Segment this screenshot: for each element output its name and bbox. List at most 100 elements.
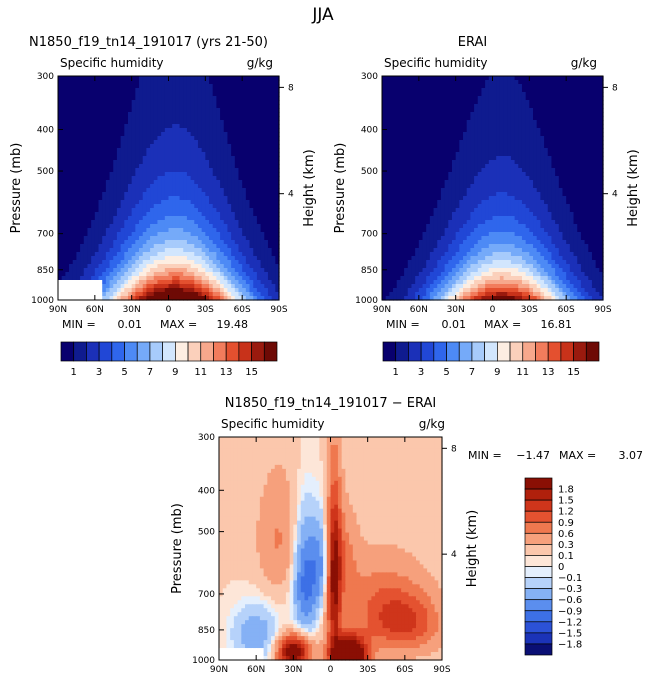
colorbar-label: 5 xyxy=(443,367,449,378)
colorbar-box xyxy=(60,341,75,362)
height-tick-label: 8 xyxy=(612,83,618,93)
min-value: 0.01 xyxy=(118,318,143,331)
y-axis-label: Pressure (mb) xyxy=(170,503,185,594)
colorbar-box xyxy=(524,577,553,589)
x-tick-label: 90N xyxy=(210,665,228,675)
colorbar-box xyxy=(111,341,125,362)
colorbar-box xyxy=(86,341,100,362)
colorbar-label: 5 xyxy=(121,367,127,378)
x-tick-label: 90S xyxy=(270,305,287,315)
x-tick-label: 0 xyxy=(328,665,334,675)
units-label: g/kg xyxy=(247,56,273,70)
colorbar-box xyxy=(225,341,240,362)
colorbar-box xyxy=(238,341,252,362)
colorbar-label: 9 xyxy=(494,367,500,378)
colorbar-vertical: 1.81.51.20.90.60.30.10−0.1−0.3−0.6−0.9−1… xyxy=(524,477,582,656)
x-tick-label: 60S xyxy=(234,305,251,315)
y-tick-label: 300 xyxy=(37,72,54,82)
colorbar-box xyxy=(524,532,553,545)
y-axis-right-label: Height (km) xyxy=(465,510,480,587)
y-tick-label: 400 xyxy=(361,126,378,136)
colorbar-box xyxy=(251,341,265,362)
height-tick-label: 4 xyxy=(451,550,457,560)
colorbar-label: 1.5 xyxy=(558,496,574,507)
colorbar-label: −1.5 xyxy=(558,628,582,639)
colorbar-box xyxy=(524,521,553,534)
colorbar-box xyxy=(524,566,553,578)
colorbar-label: 0.1 xyxy=(558,551,574,562)
x-tick-label: 60N xyxy=(247,665,265,675)
x-tick-label: 90S xyxy=(433,665,450,675)
colorbar-label: 0 xyxy=(558,562,564,573)
x-tick-label: 0 xyxy=(490,305,496,315)
colorbar-box xyxy=(560,341,574,362)
colorbar-label: 7 xyxy=(147,367,153,378)
x-tick-label: 0 xyxy=(166,305,172,315)
colorbar-label: 11 xyxy=(194,367,207,378)
panel-title: N1850_f19_tn14_191017 (yrs 21-50) xyxy=(29,35,268,50)
height-tick-label: 8 xyxy=(288,83,294,93)
x-tick-label: 60S xyxy=(396,665,413,675)
x-tick-label: 30S xyxy=(197,305,214,315)
colorbar-box xyxy=(263,341,278,362)
colorbar-box xyxy=(524,555,553,567)
colorbar-box xyxy=(471,341,486,362)
colorbar-box xyxy=(136,341,151,362)
colorbar-box xyxy=(124,341,138,362)
y-tick-label: 400 xyxy=(37,126,54,136)
colorbar-label: 1.8 xyxy=(558,485,574,496)
contour-field xyxy=(219,437,443,661)
y-tick-label: 850 xyxy=(37,266,54,276)
y-tick-label: 1000 xyxy=(192,656,215,666)
colorbar-box xyxy=(382,341,397,362)
x-tick-label: 30N xyxy=(284,665,302,675)
y-tick-label: 700 xyxy=(37,230,54,240)
min-value: 0.01 xyxy=(442,318,467,331)
y-tick-label: 850 xyxy=(361,266,378,276)
colorbar-box xyxy=(408,341,422,362)
y-tick-label: 700 xyxy=(361,230,378,240)
variable-label: Specific humidity xyxy=(60,56,164,70)
colorbar-box xyxy=(395,341,409,362)
y-tick-label: 500 xyxy=(198,528,215,538)
x-tick-label: 90S xyxy=(594,305,611,315)
x-tick-label: 60N xyxy=(86,305,104,315)
max-value: 19.48 xyxy=(217,318,249,331)
height-tick-label: 4 xyxy=(288,190,294,200)
x-tick-label: 30S xyxy=(359,665,376,675)
colorbar-box xyxy=(524,588,553,601)
colorbar-box xyxy=(524,632,553,645)
colorbar-label: −1.2 xyxy=(558,617,582,628)
max-label: MAX = xyxy=(559,449,596,462)
y-tick-label: 850 xyxy=(198,626,215,636)
colorbar-label: 13 xyxy=(542,367,555,378)
colorbar-box xyxy=(524,621,553,634)
min-label: MIN = xyxy=(386,318,420,331)
colorbar-box xyxy=(458,341,473,362)
colorbar-box xyxy=(446,341,460,362)
colorbar-box xyxy=(497,341,511,362)
colorbar-box xyxy=(524,510,553,523)
max-label: MAX = xyxy=(160,318,197,331)
colorbar-box xyxy=(524,610,553,623)
contour-field xyxy=(382,76,604,301)
colorbar-box xyxy=(524,599,553,612)
colorbar-box xyxy=(484,341,498,362)
colorbar-box xyxy=(420,341,435,362)
colorbar-box xyxy=(175,341,189,362)
panel-diff: N1850_f19_tn14_191017 − ERAI Specific hum… xyxy=(170,396,643,675)
colorbar-box xyxy=(522,341,536,362)
height-tick-label: 8 xyxy=(451,444,457,454)
panel-title: ERAI xyxy=(458,35,487,50)
colorbar-label: −0.3 xyxy=(558,584,582,595)
colorbar-box xyxy=(73,341,87,362)
y-tick-label: 700 xyxy=(198,590,215,600)
min-label: MIN = xyxy=(62,318,96,331)
colorbar-box xyxy=(433,341,447,362)
height-tick-label: 4 xyxy=(612,190,618,200)
max-value: 3.07 xyxy=(619,449,644,462)
y-tick-label: 500 xyxy=(37,167,54,177)
y-tick-label: 300 xyxy=(361,72,378,82)
colorbar-label: 11 xyxy=(516,367,529,378)
